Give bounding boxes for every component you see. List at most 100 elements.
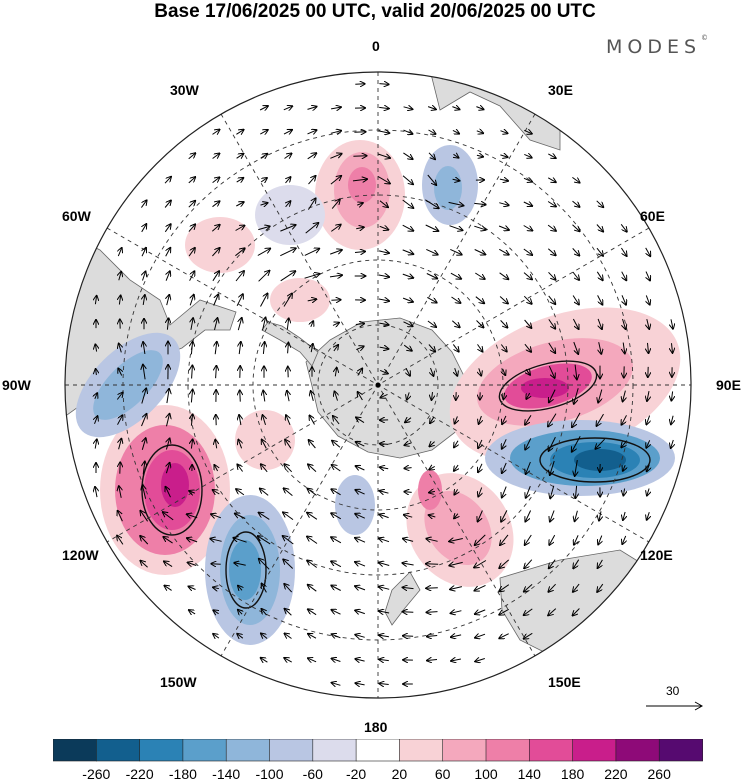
wind-arrow — [595, 438, 605, 449]
wind-arrow — [623, 390, 626, 402]
wind-arrow — [499, 179, 508, 181]
wind-arrow — [646, 415, 649, 425]
wind-arrow — [262, 609, 267, 616]
wind-arrow — [474, 226, 485, 230]
wind-arrow — [377, 176, 390, 184]
wind-arrow — [575, 364, 577, 380]
wind-arrow — [283, 512, 294, 521]
wind-arrow — [647, 488, 649, 496]
wind-arrow — [213, 490, 220, 494]
wind-arrow — [211, 225, 219, 232]
wind-arrow — [403, 152, 412, 159]
wind-arrow — [355, 562, 366, 566]
wind-arrow — [525, 438, 532, 449]
wind-arrow — [575, 460, 578, 476]
wind-arrow — [379, 563, 390, 566]
wind-arrow — [307, 299, 317, 301]
wind-arrow — [599, 342, 602, 354]
wind-arrow — [671, 391, 672, 400]
wind-arrow — [95, 393, 97, 399]
wind-arrow — [308, 585, 317, 592]
wind-arrow — [621, 440, 628, 448]
wind-arrow — [260, 203, 268, 205]
wind-arrow — [597, 583, 604, 592]
wind-arrow — [620, 223, 627, 231]
wind-arrow — [524, 343, 531, 352]
wind-arrow — [309, 440, 316, 449]
wind-arrow — [405, 418, 412, 423]
lon-label-150w: 150W — [160, 674, 197, 690]
wind-arrow — [575, 510, 578, 521]
colorbar-tick-label: -260 — [82, 766, 111, 782]
wind-arrow — [260, 178, 267, 182]
wind-arrow — [189, 271, 195, 281]
wind-arrow — [331, 513, 342, 520]
wind-arrow — [257, 249, 270, 256]
wind-arrow — [648, 342, 649, 353]
wind-arrow — [646, 440, 649, 447]
wind-arrow — [379, 323, 388, 325]
wind-arrow — [140, 511, 149, 522]
wind-arrow — [499, 248, 508, 254]
wind-arrow — [238, 318, 241, 331]
wind-arrow — [311, 344, 313, 353]
colorbar-swatch — [225, 739, 271, 762]
wind-arrow — [598, 318, 602, 329]
wind-arrow — [525, 510, 532, 522]
wind-arrow — [427, 107, 436, 110]
wind-arrow — [548, 154, 555, 158]
wind-arrow — [140, 536, 149, 545]
wind-arrow — [258, 226, 269, 229]
wind-arrow — [258, 536, 271, 545]
wind-arrow — [166, 271, 170, 281]
wind-arrow — [425, 199, 438, 208]
wind-arrow — [379, 107, 389, 108]
colorbar-swatch — [442, 739, 487, 762]
wind-arrow — [550, 510, 555, 522]
wind-arrow — [236, 294, 243, 307]
wind-arrow — [118, 369, 121, 376]
wind-arrow — [212, 177, 220, 183]
wind-arrow — [548, 295, 556, 304]
wind-arrow — [574, 388, 579, 404]
wind-arrow — [331, 561, 342, 568]
wind-arrow — [96, 369, 97, 376]
wind-arrow — [117, 536, 124, 545]
wind-arrow — [455, 416, 458, 423]
wind-arrow — [620, 247, 626, 256]
wind-arrow — [260, 489, 269, 496]
wind-arrow — [623, 318, 626, 329]
wind-arrow — [574, 535, 578, 544]
colorbar-swatch — [269, 739, 314, 762]
wind-arrow — [623, 465, 625, 471]
wind-arrow — [187, 538, 198, 542]
wind-arrow — [167, 389, 169, 404]
wind-arrow — [286, 415, 290, 425]
wind-arrow — [236, 489, 245, 496]
wind-arrow — [355, 490, 365, 494]
lon-label-30w: 30W — [170, 82, 199, 98]
wind-arrow — [449, 562, 463, 565]
wind-arrow — [119, 296, 120, 305]
wind-arrow — [332, 610, 341, 614]
wind-arrow — [622, 415, 627, 424]
wind-arrow — [476, 131, 483, 133]
wind-arrow — [213, 634, 220, 638]
wind-arrow — [475, 609, 486, 614]
wind-arrow — [239, 415, 241, 426]
wind-arrow — [573, 608, 580, 616]
wind-arrow — [502, 439, 507, 448]
wind-arrow — [331, 489, 341, 496]
lon-label-60e: 60E — [640, 208, 665, 224]
wind-arrow — [596, 271, 602, 280]
wind-arrow — [428, 152, 435, 159]
wind-arrow — [572, 248, 580, 255]
wind-arrow — [573, 583, 580, 592]
wind-arrow — [526, 392, 529, 399]
wind-arrow — [262, 584, 267, 593]
wind-arrow — [429, 515, 436, 517]
wind-arrow — [119, 486, 121, 498]
wind-arrow — [407, 392, 409, 399]
wind-arrow — [238, 610, 242, 614]
wind-arrow — [164, 177, 171, 184]
